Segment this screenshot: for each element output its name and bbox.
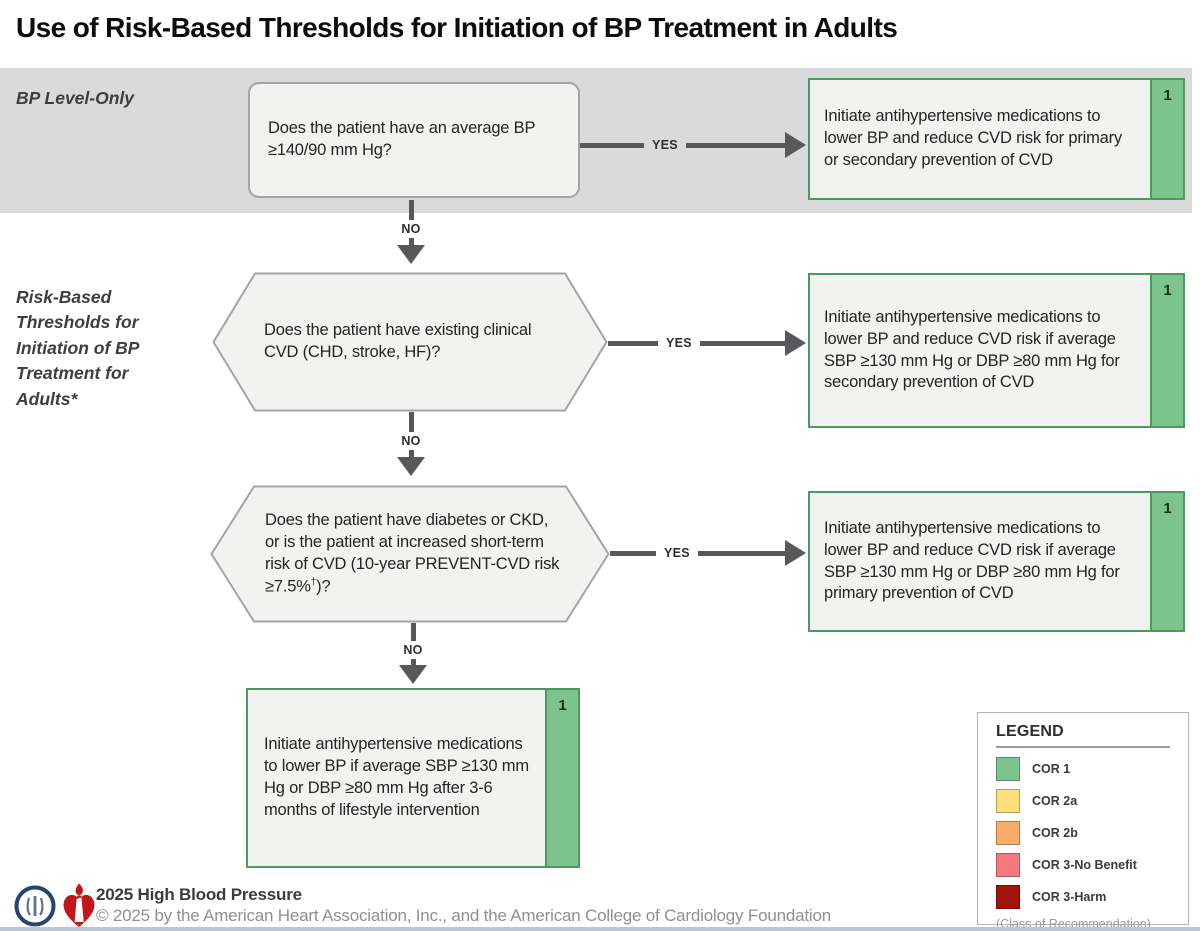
- yes-arrow-3: YES: [610, 540, 806, 566]
- no-connector-3: NO: [387, 623, 439, 684]
- outcome-box-4: Initiate antihypertensive medications to…: [246, 688, 580, 868]
- yes-arrow-2: YES: [608, 330, 806, 356]
- section-label-bp-level-only: BP Level-Only: [16, 88, 134, 108]
- legend-item-cor1: COR 1: [996, 757, 1170, 781]
- cor2b-swatch-icon: [996, 821, 1020, 845]
- arrow-line: [608, 340, 658, 346]
- aha-heart-torch-logo-icon: [58, 882, 100, 930]
- acc-logo-icon: [14, 885, 56, 927]
- arrow-line: [685, 142, 785, 148]
- arrow-line: [697, 550, 785, 556]
- outcome-box-2-text: Initiate antihypertensive medications to…: [824, 307, 1120, 392]
- arrow-line: [610, 550, 656, 556]
- no-label-3: NO: [403, 643, 423, 657]
- dagger-superscript: †: [310, 576, 317, 588]
- footer-program-title: 2025 High Blood Pressure: [96, 885, 302, 904]
- arrow-line: [699, 340, 785, 346]
- arrow-line: [408, 200, 414, 220]
- arrow-line: [410, 623, 416, 641]
- arrowhead-down-icon: [397, 245, 425, 264]
- legend-item-cor3-harm: COR 3-Harm: [996, 885, 1170, 909]
- legend-item-cor2a: COR 2a: [996, 789, 1170, 813]
- arrow-line: [408, 412, 414, 432]
- arrowhead-right-icon: [785, 330, 806, 356]
- cor2a-swatch-icon: [996, 789, 1020, 813]
- hexagon-shape: [212, 272, 608, 412]
- legend: LEGEND COR 1 COR 2a COR 2b COR 3-No Bene…: [977, 712, 1189, 931]
- legend-item-label: COR 2b: [1032, 826, 1078, 840]
- page-title: Use of Risk-Based Thresholds for Initiat…: [16, 12, 898, 43]
- arrowhead-right-icon: [785, 540, 806, 566]
- yes-arrow-1: YES: [580, 132, 806, 158]
- no-label-1: NO: [401, 222, 421, 236]
- legend-item-label: COR 3-No Benefit: [1032, 858, 1137, 872]
- cor-strip-2: 1: [1150, 275, 1183, 426]
- cor1-swatch-icon: [996, 757, 1020, 781]
- outcome-box-4-text: Initiate antihypertensive medications to…: [264, 735, 529, 819]
- hexagon-shape: [210, 485, 610, 623]
- cor-strip-1: 1: [1150, 80, 1183, 198]
- no-connector-1: NO: [385, 200, 437, 264]
- q3-tail-text: )?: [316, 577, 331, 596]
- decision-hex-diabetes-ckd: Does the patient have diabetes or CKD, o…: [210, 485, 610, 623]
- cor3-harm-swatch-icon: [996, 885, 1020, 909]
- arrowhead-down-icon: [399, 665, 427, 684]
- no-label-2: NO: [401, 434, 421, 448]
- arrowhead-right-icon: [785, 132, 806, 158]
- cor-strip-3: 1: [1150, 493, 1183, 630]
- no-connector-2: NO: [385, 412, 437, 476]
- legend-item-label: COR 1: [1032, 762, 1071, 776]
- decision-hex-clinical-cvd-text: Does the patient have existing clinical …: [264, 321, 532, 361]
- decision-hex-diabetes-ckd-text: Does the patient have diabetes or CKD, o…: [265, 485, 566, 623]
- legend-item-cor3-no-benefit: COR 3-No Benefit: [996, 853, 1170, 877]
- yes-label-1: YES: [652, 138, 678, 152]
- outcome-box-1-text: Initiate antihypertensive medications to…: [824, 107, 1122, 169]
- q3-main-text: Does the patient have diabetes or CKD, o…: [265, 510, 560, 596]
- legend-title: LEGEND: [996, 723, 1170, 748]
- yes-label-2: YES: [666, 336, 692, 350]
- arrow-line: [580, 142, 644, 148]
- arrowhead-down-icon: [397, 457, 425, 476]
- arrow-line: [410, 659, 416, 665]
- arrow-line: [408, 450, 414, 457]
- outcome-box-3: Initiate antihypertensive medications to…: [808, 491, 1185, 632]
- decision-hex-clinical-cvd: Does the patient have existing clinical …: [212, 272, 608, 412]
- decision-box-average-bp: Does the patient have an average BP ≥140…: [248, 82, 580, 198]
- decision-box-average-bp-text: Does the patient have an average BP ≥140…: [268, 119, 535, 159]
- outcome-box-2: Initiate antihypertensive medications to…: [808, 273, 1185, 428]
- footer-copyright: © 2025 by the American Heart Association…: [96, 906, 831, 925]
- legend-item-label: COR 3-Harm: [1032, 890, 1107, 904]
- legend-item-cor2b: COR 2b: [996, 821, 1170, 845]
- cor-strip-4: 1: [545, 690, 578, 866]
- outcome-box-3-text: Initiate antihypertensive medications to…: [824, 518, 1120, 603]
- yes-label-3: YES: [664, 546, 690, 560]
- legend-item-label: COR 2a: [1032, 794, 1078, 808]
- cor3-no-benefit-swatch-icon: [996, 853, 1020, 877]
- section-label-risk-based: Risk-Based Thresholds for Initiation of …: [16, 287, 140, 409]
- bottom-accent-bar: [0, 927, 1200, 931]
- outcome-box-1: Initiate antihypertensive medications to…: [808, 78, 1185, 200]
- arrow-line: [408, 238, 414, 245]
